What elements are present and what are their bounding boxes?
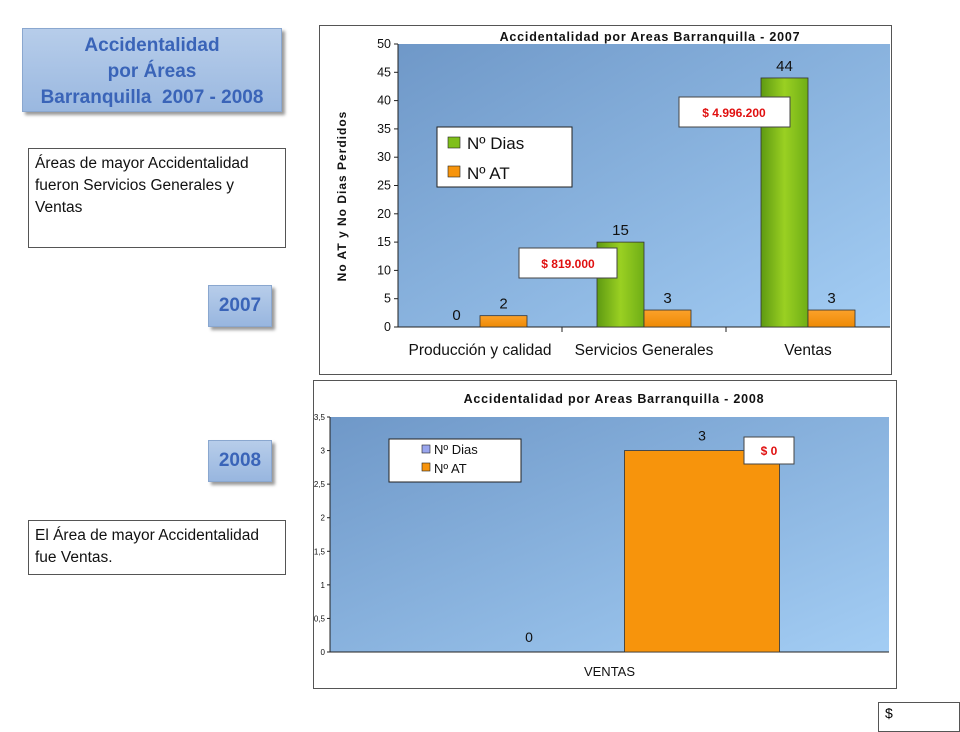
y-tick-label-2008: 2,5 [314, 480, 326, 489]
year-badge-2007: 2007 [208, 285, 272, 327]
callout-2008-text: $ 0 [761, 444, 778, 458]
bar-at [643, 309, 692, 328]
legend-2008: Nº Dias Nº AT [388, 438, 522, 483]
callout-ventas-2008: $ 0 [743, 436, 795, 465]
y-tick-label: 40 [377, 94, 391, 108]
note-2008: El Área de mayor Accidentalidad fue Vent… [28, 520, 286, 575]
y-tick-label: 50 [377, 37, 391, 51]
y-axis-label: No AT y No Dias Perdidos [335, 111, 349, 282]
y-tick-label-2008: 0,5 [314, 614, 326, 623]
y-tick-label-2008: 3 [321, 447, 326, 456]
legend-swatch-at [447, 165, 461, 178]
chart-2007-frame: Accidentalidad por Areas Barranquilla - … [319, 25, 892, 375]
data-label: 3 [827, 290, 835, 307]
y-tick-label-2008: 3,5 [314, 413, 326, 422]
legend-label-dias: Nº Dias [467, 134, 524, 153]
x-tick-label: Producción y calidad [408, 342, 551, 359]
bar-at [479, 315, 528, 328]
x-tick-label: Ventas [784, 342, 832, 359]
legend-label-at-2008: Nº AT [434, 461, 467, 476]
data-label-2008: 3 [698, 428, 706, 444]
data-label: 3 [663, 290, 671, 307]
y-tick-label: 0 [384, 320, 391, 334]
legend-label-at: Nº AT [467, 164, 510, 183]
y-tick-label: 45 [377, 65, 391, 79]
title-line-2: por Áreas [107, 61, 197, 82]
y-tick-label-2008: 2 [321, 514, 326, 523]
callout-ventas-text: $ 4.996.200 [702, 106, 766, 120]
y-tick-label-2008: 1,5 [314, 547, 326, 556]
y-tick-label: 15 [377, 235, 391, 249]
chart-2007: Accidentalidad por Areas Barranquilla - … [335, 30, 890, 359]
legend-swatch-at-2008 [421, 462, 431, 472]
y-tick-label-2008: 0 [321, 648, 326, 657]
year-badge-2008: 2008 [208, 440, 272, 482]
legend-swatch-dias [447, 136, 461, 149]
page-title: Accidentalidad por Áreas Barranquilla 20… [22, 28, 282, 112]
y-tick-label-2008: 1 [321, 581, 326, 590]
chart-title: Accidentalidad por Areas Barranquilla - … [500, 30, 801, 44]
title-line-3: Barranquilla 2007 - 2008 [40, 87, 264, 108]
chart-2008-frame: Accidentalidad por Areas Barranquilla - … [313, 380, 897, 689]
callout-servicios-text: $ 819.000 [541, 257, 595, 271]
title-line-1: Accidentalidad [84, 35, 220, 56]
y-tick-label: 25 [377, 179, 391, 193]
legend: Nº Dias Nº AT [436, 126, 573, 188]
note-2007: Áreas de mayor Accidentalidad fueron Ser… [28, 148, 286, 248]
chart-title-2008: Accidentalidad por Areas Barranquilla - … [464, 392, 765, 406]
y-tick-label: 30 [377, 150, 391, 164]
legend-label-dias-2008: Nº Dias [434, 442, 478, 457]
data-label: 0 [452, 307, 460, 324]
y-tick-label: 35 [377, 122, 391, 136]
data-label-2008: 0 [525, 629, 533, 645]
legend-swatch-dias-2008 [421, 444, 431, 454]
y-tick-label: 20 [377, 207, 391, 221]
bar-at [807, 309, 856, 328]
x-tick-label-2008: VENTAS [584, 664, 635, 679]
y-tick-label: 5 [384, 292, 391, 306]
x-tick-label: Servicios Generales [575, 342, 714, 359]
callout-ventas: $ 4.996.200 [678, 96, 791, 128]
y-tick-label: 10 [377, 263, 391, 277]
corner-box: $ [878, 702, 960, 732]
data-label: 15 [612, 222, 629, 239]
bar-at-2008 [624, 450, 780, 653]
data-label: 44 [776, 58, 793, 75]
callout-servicios: $ 819.000 [518, 247, 618, 279]
chart-2008: Accidentalidad por Areas Barranquilla - … [314, 392, 889, 679]
data-label: 2 [499, 296, 507, 313]
